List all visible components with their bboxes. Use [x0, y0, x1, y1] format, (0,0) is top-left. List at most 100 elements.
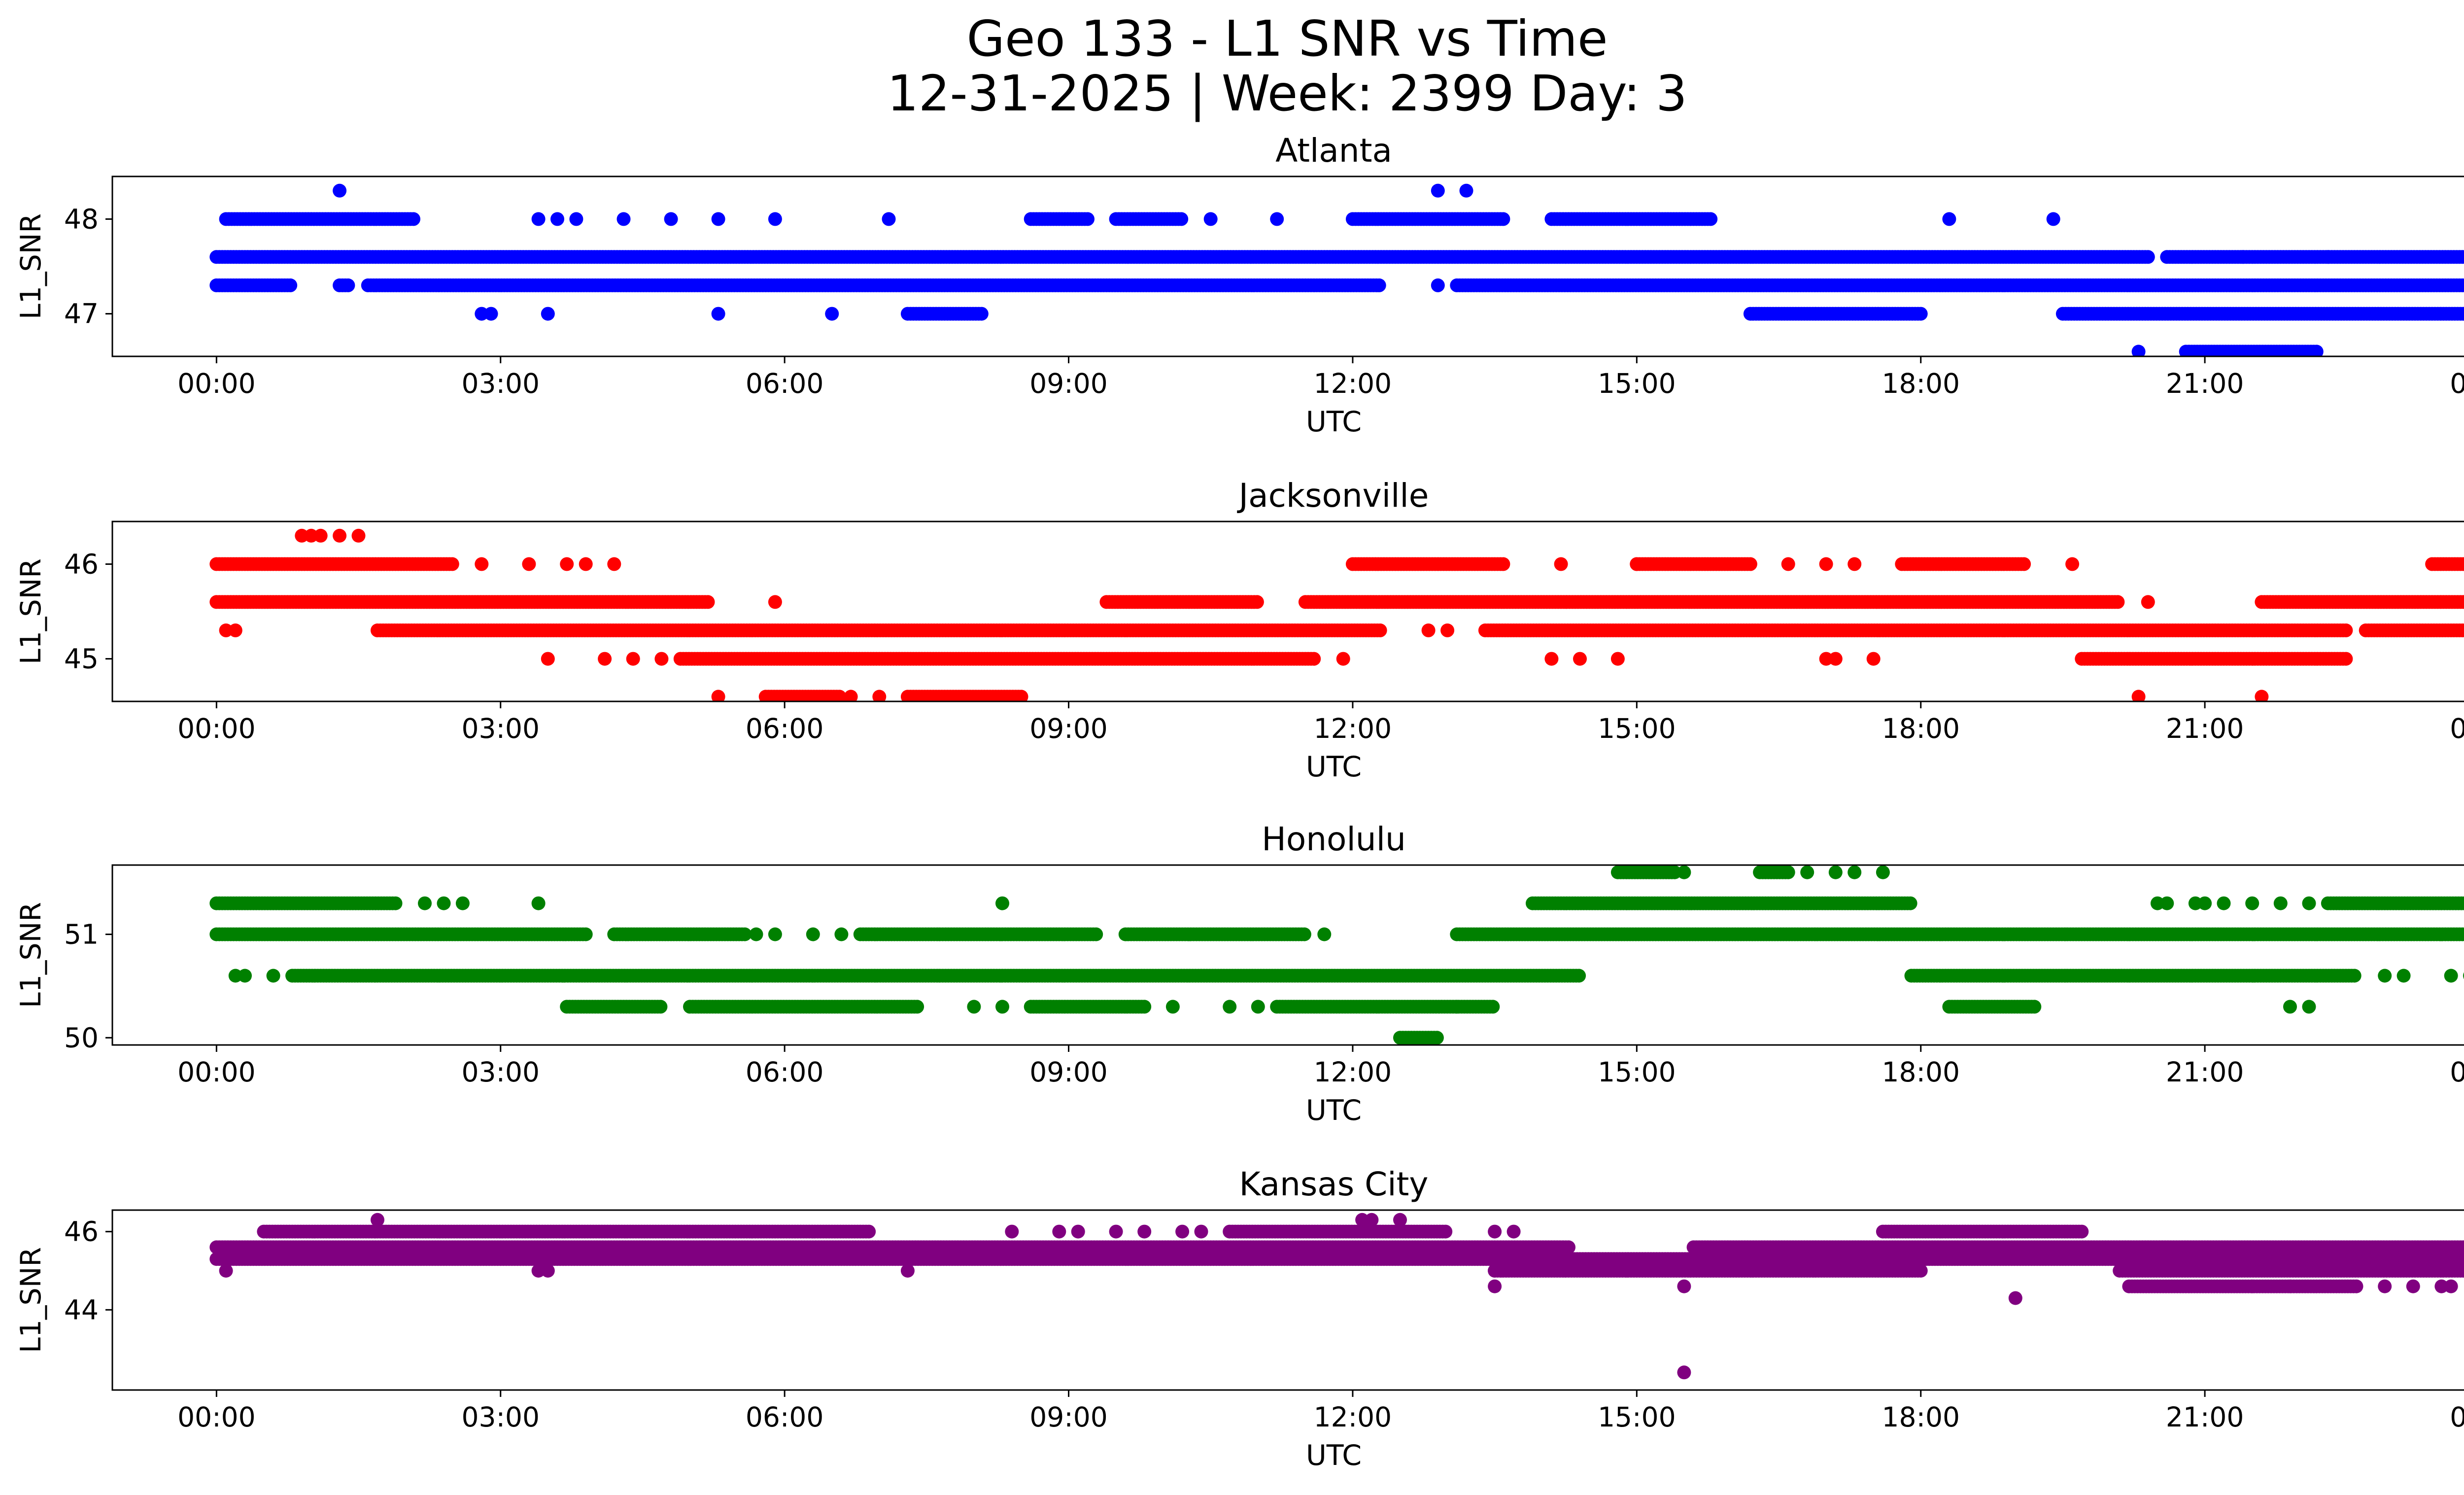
data-point [351, 528, 366, 543]
data-point [882, 212, 896, 226]
data-point [1819, 557, 1833, 571]
data-point [2462, 309, 2464, 319]
data-point [1781, 557, 1795, 571]
x-tick-label: 18:00 [1882, 713, 1960, 744]
data-point [825, 307, 839, 321]
data-point [304, 528, 318, 543]
data-point [1270, 212, 1284, 226]
data-point [626, 652, 640, 666]
data-point [2462, 559, 2464, 569]
data-point [607, 557, 621, 571]
data-point [1496, 557, 1510, 571]
data-point [711, 212, 725, 226]
data-point [768, 212, 782, 226]
data-point [2065, 557, 2080, 571]
x-tick-label: 15:00 [1598, 713, 1676, 744]
figure-title-line1: Geo 133 - L1 SNR vs Time [967, 10, 1608, 68]
data-point [550, 212, 564, 226]
data-point [616, 212, 631, 226]
data-point [219, 623, 233, 637]
axes-frame [111, 521, 2464, 702]
data-point [1573, 652, 1587, 666]
data-point [2459, 307, 2464, 320]
data-point [1610, 652, 1625, 666]
data-point [313, 528, 328, 543]
data-point [1014, 690, 1028, 701]
data-point [1081, 212, 1095, 226]
data-point [1942, 212, 1956, 226]
data-point [1704, 212, 1718, 226]
data-point [1743, 557, 1757, 571]
data-point [228, 623, 242, 637]
data-point [2459, 557, 2464, 571]
x-axis-label: UTC [1306, 751, 1362, 783]
y-tick-label: 46 [64, 548, 99, 580]
axes-frame [111, 175, 2464, 357]
figure-title-line2: 12-31-2025 | Week: 2399 Day: 3 [887, 65, 1687, 122]
data-point [1373, 623, 1387, 637]
data-point [2321, 250, 2335, 264]
x-tick-label: 00:00 [177, 368, 256, 399]
data-point [541, 652, 555, 666]
data-point [2309, 345, 2324, 356]
data-point [974, 307, 989, 321]
data-point [2131, 345, 2146, 356]
data-point [2461, 929, 2464, 940]
data-point [654, 652, 669, 666]
subplot-title: Atlanta [1275, 132, 1392, 170]
x-tick-label: 21:00 [2166, 368, 2244, 399]
data-point [1174, 212, 1189, 226]
data-point [1544, 652, 1559, 666]
data-point [701, 595, 715, 609]
data-point [1440, 623, 1455, 637]
data-point [2255, 690, 2269, 701]
data-point [844, 690, 858, 701]
data-point [2131, 690, 2146, 701]
data-point [2461, 279, 2464, 291]
data-point [341, 278, 355, 292]
data-point [1421, 623, 1436, 637]
x-tick-label: 00:00 [2450, 713, 2464, 744]
data-point [1336, 652, 1350, 666]
data-point [2236, 250, 2250, 264]
scatter-series [209, 865, 2464, 1045]
data-point [711, 690, 725, 701]
data-point [664, 212, 678, 226]
data-point [2339, 652, 2353, 666]
data-point [407, 212, 420, 226]
data-point [2462, 597, 2464, 607]
data-point [768, 595, 782, 609]
data-point [2017, 557, 2031, 571]
data-point [872, 690, 887, 701]
data-point [295, 528, 309, 543]
x-tick-label: 12:00 [1314, 713, 1392, 744]
data-point [1297, 927, 1311, 941]
y-tick-label: 47 [64, 298, 99, 330]
data-point [484, 307, 498, 321]
x-tick-label: 03:00 [461, 713, 540, 744]
data-point [1431, 278, 1445, 292]
data-point [2141, 250, 2155, 264]
data-point [1828, 652, 1843, 666]
data-point [1372, 278, 1386, 292]
scatter-series [209, 183, 2464, 356]
data-point [1203, 212, 1218, 226]
data-point [1866, 652, 1881, 666]
x-tick-label: 15:00 [1598, 368, 1676, 399]
x-tick-label: 12:00 [1314, 368, 1392, 399]
x-tick-label: 03:00 [461, 368, 540, 399]
data-point [598, 652, 612, 666]
data-point [1496, 212, 1510, 226]
data-point [283, 278, 298, 292]
data-point [531, 212, 546, 226]
x-tick-label: 21:00 [2166, 713, 2244, 744]
y-tick-label: 45 [64, 643, 99, 675]
data-point [1914, 307, 1928, 321]
data-point [2141, 595, 2155, 609]
data-point [1250, 595, 1264, 609]
data-point [1819, 652, 1833, 666]
data-point [738, 927, 752, 941]
y-axis-label: L1_SNR [15, 213, 47, 319]
scatter-series [209, 528, 2464, 701]
